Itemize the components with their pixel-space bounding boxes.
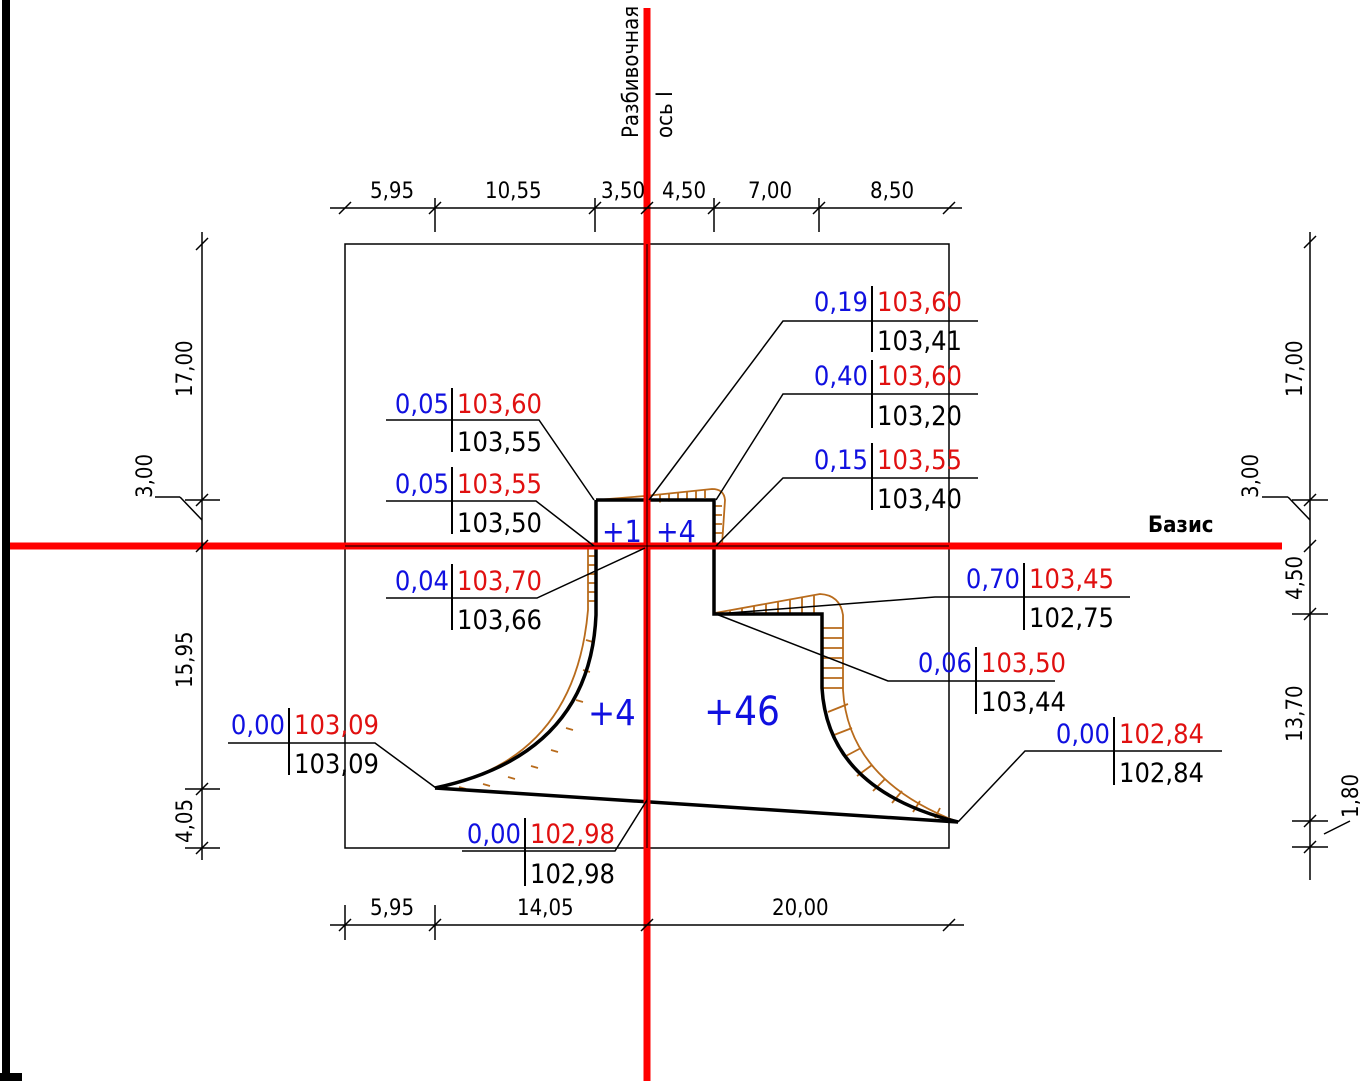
svg-text:103,60: 103,60 bbox=[877, 361, 962, 392]
top-dimension-chain bbox=[330, 198, 962, 232]
mark-leaders bbox=[228, 320, 1222, 852]
bottom-dim-1: 5,95 bbox=[370, 896, 414, 921]
elevation-mark: 0,00 103,09 103,09 bbox=[231, 708, 379, 780]
svg-text:0,70: 0,70 bbox=[966, 564, 1020, 595]
top-dim-4: 4,50 bbox=[662, 179, 706, 204]
left-dimension-chain bbox=[155, 232, 220, 860]
svg-text:102,98: 102,98 bbox=[530, 859, 615, 890]
top-dim-3: 3,50 bbox=[601, 179, 645, 204]
svg-text:102,98: 102,98 bbox=[530, 819, 615, 850]
bottom-dimension-chain bbox=[330, 905, 964, 940]
svg-text:102,84: 102,84 bbox=[1119, 758, 1204, 789]
svg-text:103,60: 103,60 bbox=[877, 287, 962, 318]
svg-text:103,70: 103,70 bbox=[457, 566, 542, 597]
elevation-mark: 0,04 103,70 103,66 bbox=[395, 564, 542, 636]
left-dim-3: 15,95 bbox=[173, 631, 198, 688]
staking-axis-label-2: ось I bbox=[653, 91, 678, 138]
area-label-3: +4 bbox=[588, 693, 636, 734]
left-dim-2: 3,00 bbox=[133, 454, 158, 498]
svg-text:0,00: 0,00 bbox=[467, 819, 521, 850]
elevation-mark: 0,40 103,60 103,20 bbox=[814, 360, 962, 432]
svg-text:103,50: 103,50 bbox=[457, 508, 542, 539]
svg-text:0,00: 0,00 bbox=[231, 710, 285, 741]
top-dim-2: 10,55 bbox=[485, 179, 542, 204]
svg-text:103,55: 103,55 bbox=[457, 427, 542, 458]
svg-text:0,06: 0,06 bbox=[918, 648, 972, 679]
elevation-mark: 0,70 103,45 102,75 bbox=[966, 563, 1114, 634]
svg-text:103,66: 103,66 bbox=[457, 605, 542, 636]
svg-text:103,09: 103,09 bbox=[294, 710, 379, 741]
svg-text:103,50: 103,50 bbox=[981, 648, 1066, 679]
right-dim-3: 4,50 bbox=[1283, 556, 1308, 600]
elevation-mark: 0,00 102,98 102,98 bbox=[467, 818, 615, 890]
svg-text:0,15: 0,15 bbox=[814, 445, 868, 476]
bottom-dim-3: 20,00 bbox=[772, 896, 829, 921]
left-dim-1: 17,00 bbox=[173, 340, 198, 397]
svg-text:0,40: 0,40 bbox=[814, 361, 868, 392]
svg-text:102,84: 102,84 bbox=[1119, 719, 1204, 750]
bottom-dim-2: 14,05 bbox=[517, 896, 574, 921]
svg-text:0,19: 0,19 bbox=[814, 287, 868, 318]
svg-text:103,41: 103,41 bbox=[877, 326, 962, 357]
left-dim-4: 4,05 bbox=[173, 799, 198, 843]
svg-text:103,55: 103,55 bbox=[877, 445, 962, 476]
svg-text:0,05: 0,05 bbox=[395, 469, 449, 500]
staking-axis-label: Разбивочная bbox=[619, 6, 644, 138]
svg-text:103,44: 103,44 bbox=[981, 687, 1066, 718]
elevation-mark: 0,15 103,55 103,40 bbox=[814, 443, 962, 515]
elevation-mark: 0,00 102,84 102,84 bbox=[1056, 717, 1204, 789]
svg-text:103,45: 103,45 bbox=[1029, 564, 1114, 595]
svg-text:103,40: 103,40 bbox=[877, 484, 962, 515]
svg-text:103,55: 103,55 bbox=[457, 469, 542, 500]
svg-text:102,75: 102,75 bbox=[1029, 603, 1114, 634]
basis-label: Базис bbox=[1148, 513, 1214, 538]
area-label-2: +4 bbox=[656, 515, 696, 550]
earthwork-outline bbox=[434, 498, 959, 824]
right-dim-4: 13,70 bbox=[1283, 685, 1308, 742]
elevation-mark: 0,05 103,60 103,55 bbox=[395, 388, 542, 458]
right-dim-2: 3,00 bbox=[1239, 454, 1264, 498]
right-dimension-chain bbox=[1262, 232, 1351, 880]
top-dim-5: 7,00 bbox=[748, 179, 792, 204]
top-dim-1: 5,95 bbox=[370, 179, 414, 204]
elevation-mark: 0,06 103,50 103,44 bbox=[918, 647, 1066, 718]
elevation-mark: 0,05 103,55 103,50 bbox=[395, 467, 542, 539]
svg-text:103,09: 103,09 bbox=[294, 749, 379, 780]
svg-text:0,05: 0,05 bbox=[395, 389, 449, 420]
right-dim-5: 1,80 bbox=[1339, 774, 1360, 818]
area-label-1: +1 bbox=[602, 515, 642, 550]
svg-text:0,00: 0,00 bbox=[1056, 719, 1110, 750]
svg-text:103,60: 103,60 bbox=[457, 389, 542, 420]
svg-text:103,20: 103,20 bbox=[877, 401, 962, 432]
right-dim-1: 17,00 bbox=[1283, 340, 1308, 397]
elevation-mark: 0,19 103,60 103,41 bbox=[814, 286, 962, 357]
top-dim-6: 8,50 bbox=[870, 179, 914, 204]
svg-text:0,04: 0,04 bbox=[395, 566, 449, 597]
area-label-4: +46 bbox=[704, 689, 780, 735]
